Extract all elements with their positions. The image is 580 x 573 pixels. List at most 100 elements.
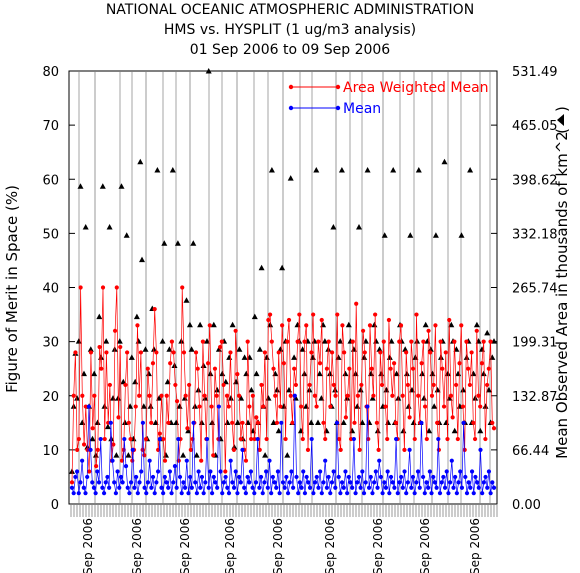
mean-point bbox=[439, 480, 444, 485]
mean-point bbox=[127, 491, 132, 496]
mean-point bbox=[230, 480, 235, 485]
awm-point bbox=[309, 350, 314, 355]
mean-point bbox=[436, 436, 441, 442]
mean-point bbox=[117, 485, 122, 490]
mean-point bbox=[289, 469, 294, 474]
chart-title-line-3: 01 Sep 2006 to 09 Sep 2006 bbox=[190, 42, 391, 58]
awm-point bbox=[162, 458, 168, 463]
awm-point bbox=[150, 361, 156, 366]
awm-point bbox=[378, 350, 383, 355]
right-tick-label: 199.31 bbox=[512, 336, 558, 351]
left-tick-label: 80 bbox=[42, 65, 59, 80]
mean-point bbox=[405, 480, 411, 485]
mean-point bbox=[196, 469, 201, 474]
area-triangle bbox=[368, 370, 374, 377]
awm-point bbox=[267, 312, 273, 317]
area-triangle bbox=[169, 167, 176, 173]
mean-point bbox=[328, 491, 333, 496]
area-triangle bbox=[419, 370, 426, 377]
awm-point bbox=[295, 339, 300, 344]
area-triangle bbox=[403, 370, 410, 377]
mean-point bbox=[442, 485, 448, 490]
area-triangle bbox=[386, 354, 393, 360]
mean-point bbox=[358, 485, 363, 490]
area-triangle bbox=[284, 452, 291, 458]
right-tick-label: 66.44 bbox=[512, 444, 549, 459]
awm-point bbox=[243, 458, 249, 463]
mean-point bbox=[208, 469, 213, 474]
awm-point bbox=[285, 339, 290, 344]
mean-point bbox=[193, 480, 198, 485]
awm-point bbox=[290, 420, 295, 425]
area-triangle bbox=[332, 386, 339, 393]
area-triangle bbox=[342, 370, 349, 377]
awm-point bbox=[472, 436, 478, 442]
awm-point bbox=[316, 339, 321, 344]
area-triangle bbox=[75, 338, 82, 344]
mean-point bbox=[248, 469, 254, 474]
area-triangle bbox=[258, 264, 265, 271]
awm-point bbox=[469, 350, 474, 355]
area-triangle bbox=[154, 167, 161, 173]
area-triangle bbox=[316, 370, 323, 377]
area-triangle bbox=[215, 346, 222, 352]
area-triangle bbox=[272, 370, 279, 377]
area-triangle bbox=[99, 183, 106, 189]
area-triangle bbox=[253, 370, 260, 377]
mean-point bbox=[78, 480, 83, 485]
awm-point bbox=[69, 480, 75, 485]
awm-point bbox=[355, 393, 361, 398]
area-triangle bbox=[226, 354, 233, 360]
area-triangle bbox=[421, 395, 427, 401]
mean-point bbox=[461, 420, 466, 425]
mean-point bbox=[353, 491, 358, 496]
mean-point bbox=[471, 491, 476, 496]
awm-point bbox=[164, 393, 169, 398]
awm-point bbox=[193, 350, 199, 355]
area-triangle bbox=[432, 232, 439, 238]
area-triangle bbox=[174, 240, 181, 246]
right-tick-label: 398.62 bbox=[512, 173, 558, 188]
mean-point bbox=[334, 420, 340, 425]
y-axis-right-label: Mean Observed Area in thousands of km^2 bbox=[553, 131, 571, 459]
area-triangle bbox=[338, 167, 345, 173]
awm-point bbox=[381, 339, 386, 344]
awm-point bbox=[271, 366, 276, 371]
area-triangle bbox=[214, 386, 221, 393]
awm-point bbox=[180, 285, 185, 290]
area-triangle bbox=[227, 395, 234, 401]
area-triangle bbox=[308, 419, 315, 425]
mean-point bbox=[456, 480, 461, 485]
mean-point bbox=[76, 491, 81, 496]
x-date-label: Sep 2006 bbox=[81, 518, 95, 573]
area-triangle bbox=[262, 452, 269, 458]
awm-point bbox=[376, 447, 381, 452]
mean-point bbox=[139, 469, 144, 474]
awm-point bbox=[483, 436, 488, 442]
awm-point bbox=[343, 415, 348, 420]
area-triangle bbox=[152, 419, 159, 425]
area-triangle bbox=[229, 321, 236, 328]
mean-point bbox=[410, 474, 416, 480]
y-axis-left-label: Figure of Merit in Space (%) bbox=[3, 185, 21, 393]
awm-point bbox=[88, 350, 94, 355]
area-triangle bbox=[480, 370, 487, 377]
area-triangle bbox=[287, 175, 294, 181]
area-triangle bbox=[188, 346, 195, 352]
mean-point bbox=[150, 474, 156, 480]
awm-point bbox=[188, 447, 193, 452]
mean-point bbox=[304, 474, 309, 480]
area-triangle bbox=[268, 167, 275, 173]
mean-point bbox=[454, 491, 459, 496]
area-triangle bbox=[210, 321, 217, 328]
mean-point bbox=[275, 469, 281, 474]
awm-point bbox=[169, 339, 175, 344]
awm-point bbox=[195, 366, 200, 371]
awm-point bbox=[112, 328, 118, 333]
awm-point bbox=[298, 404, 304, 409]
right-tick-label: 132.87 bbox=[512, 390, 558, 405]
mean-point bbox=[473, 474, 478, 480]
mean-point bbox=[434, 485, 439, 490]
awm-point bbox=[226, 404, 231, 409]
mean-point bbox=[201, 491, 206, 496]
